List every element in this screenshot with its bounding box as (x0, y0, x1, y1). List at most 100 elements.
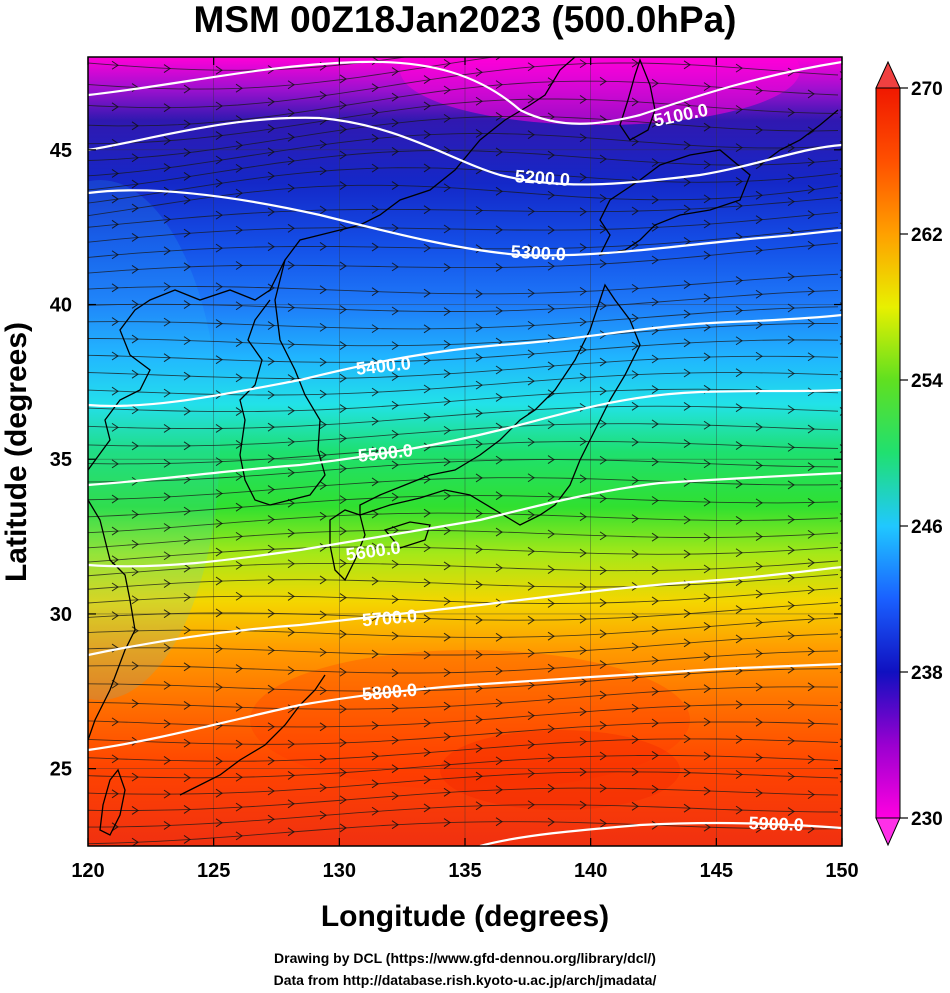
wind-arrow (371, 242, 379, 252)
wind-arrow (787, 303, 795, 313)
wind-arrow (111, 822, 119, 832)
wind-arrow (235, 188, 243, 198)
wind-arrow (527, 615, 535, 625)
wind-arrow (475, 650, 483, 660)
wind-arrow (423, 508, 431, 518)
wind-arrow (787, 631, 795, 641)
wind-arrow (319, 357, 327, 367)
wind-arrow (183, 228, 191, 238)
wind-arrow (735, 441, 743, 450)
wind-arrow (371, 57, 379, 66)
wind-arrow (599, 419, 607, 429)
wind-arrow (339, 593, 347, 603)
streamline (88, 587, 839, 604)
wind-arrow (735, 734, 743, 744)
wind-arrow (495, 817, 503, 827)
wind-arrow (495, 756, 503, 766)
contour-line-5100 (519, 60, 842, 125)
wind-arrow (131, 661, 139, 671)
wind-arrow (527, 206, 535, 216)
streamline (88, 57, 409, 71)
wind-arrow (371, 576, 379, 586)
wind-arrow (527, 473, 535, 483)
colorbar: 230 238 246 254 262 270 (875, 60, 943, 847)
wind-arrow (423, 163, 431, 173)
wind-arrow (683, 549, 691, 559)
wind-arrow (267, 97, 275, 107)
wind-arrow (787, 700, 795, 710)
contour-line-5200 (88, 116, 842, 186)
streamline (88, 574, 839, 590)
wind-arrow (735, 605, 743, 615)
wind-arrow (267, 515, 275, 524)
wind-arrow (787, 173, 795, 183)
wind-arrow (111, 717, 119, 727)
wind-arrow (735, 479, 743, 489)
streamline (88, 132, 839, 177)
wind-arrow (755, 125, 763, 135)
wind-arrow (391, 429, 399, 439)
coastline-kyushu (329, 509, 366, 582)
wind-arrow (163, 523, 171, 532)
wind-arrow (579, 646, 587, 655)
wind-arrow (235, 301, 243, 311)
wind-arrow (547, 420, 555, 430)
wind-arrow (163, 214, 171, 224)
wind-arrow (735, 403, 743, 413)
wind-arrow (235, 531, 243, 541)
wind-arrow (787, 545, 795, 555)
wind-arrow (423, 355, 431, 365)
wind-arrow (423, 775, 431, 785)
wind-arrow (579, 59, 587, 69)
wind-arrow (443, 369, 451, 379)
wind-arrow (703, 250, 711, 260)
wind-arrow (443, 818, 451, 827)
wind-arrow (683, 101, 691, 111)
contour-line-5500 (88, 388, 842, 487)
wind-arrow (860, 497, 866, 505)
wind-arrow (111, 679, 119, 689)
wind-arrow (287, 406, 295, 416)
wind-arrow (391, 559, 399, 569)
wind-arrow (579, 582, 587, 592)
wind-arrow (423, 718, 431, 728)
wind-arrow (235, 261, 243, 270)
wind-arrow (183, 662, 191, 672)
wind-arrow (683, 402, 691, 411)
streamline (88, 273, 839, 295)
wind-arrow (163, 821, 171, 830)
wind-arrow (683, 237, 691, 246)
wind-arrow (651, 297, 659, 307)
wind-arrow (287, 799, 295, 809)
wind-arrow (703, 82, 711, 92)
wind-arrow (267, 124, 275, 133)
contour-line-5800 (88, 662, 842, 752)
wind-arrow (319, 647, 327, 657)
wind-arrow (495, 111, 503, 121)
wind-arrow (860, 582, 866, 590)
wind-arrow (319, 481, 327, 490)
wind-arrow (527, 769, 535, 778)
wind-arrow (267, 646, 275, 655)
wind-arrow (235, 140, 243, 150)
wind-arrow (111, 102, 119, 112)
wind-arrow (111, 283, 119, 293)
wind-arrow (527, 800, 535, 810)
wind-arrow (423, 412, 431, 422)
wind-arrow (131, 203, 139, 213)
wind-arrow (475, 580, 483, 590)
wind-arrow (391, 735, 399, 745)
contour-line-5300 (88, 189, 842, 257)
coastline-taiwan (99, 768, 126, 836)
wind-arrow (787, 197, 795, 207)
wind-arrow (267, 356, 275, 366)
wind-arrow (475, 509, 483, 518)
wind-arrow (579, 286, 587, 296)
streamline (88, 602, 839, 621)
wind-arrow (131, 369, 139, 379)
wind-arrow (423, 288, 431, 298)
contour-line-5700 (88, 565, 842, 657)
wind-arrow (475, 380, 483, 390)
wind-arrow (443, 183, 451, 193)
wind-arrow (215, 644, 223, 654)
